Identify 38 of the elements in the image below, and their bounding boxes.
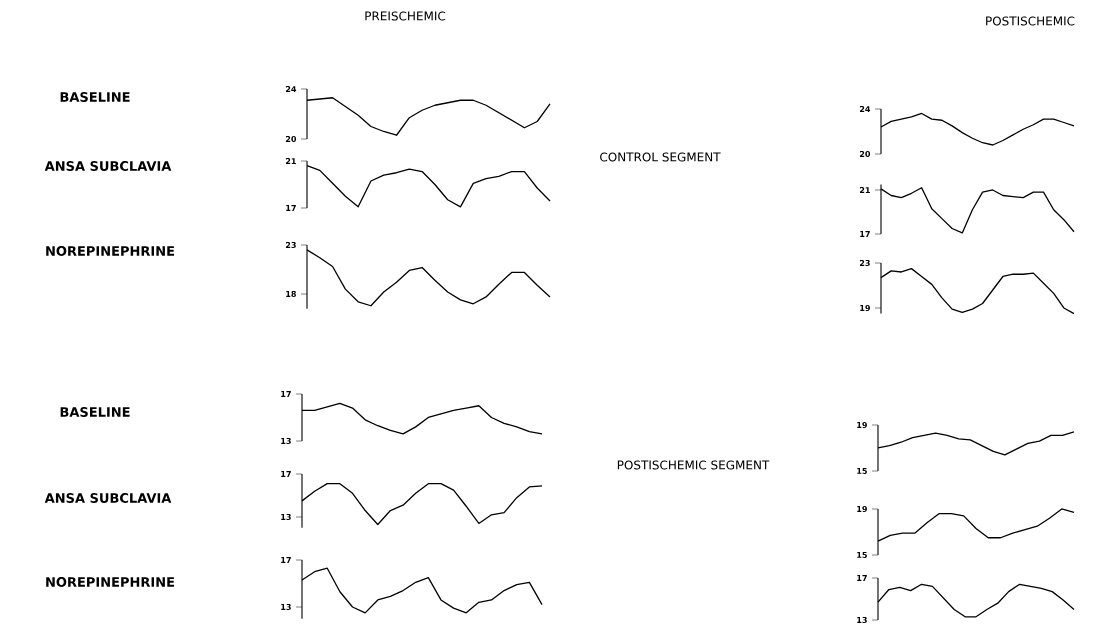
y-axis-title: BASELINE [60, 407, 130, 417]
chart-title: PREISCHEMIC [365, 11, 446, 21]
text: POSTISCHEMIC SEGMENT [617, 460, 770, 470]
y-tick-label: 17 [281, 557, 291, 563]
y-axis-title: NOREPINEPHRINE [46, 246, 175, 256]
y-tick-label: 15 [857, 552, 867, 558]
line-series [880, 267, 1075, 315]
y-axis-title: ANSA SUBCLAVIA [44, 493, 172, 503]
y-tick-label: 23 [859, 259, 870, 267]
y-tick-label: 13 [857, 616, 867, 624]
y-tick-label: 13 [281, 603, 291, 611]
y-tick-label: 19 [857, 421, 867, 428]
y-tick-label: 19 [857, 505, 867, 512]
y-tick-label: 17 [286, 205, 296, 211]
y-tick-label: 24 [285, 86, 297, 92]
y-tick-label: 24 [859, 106, 871, 112]
line-series [306, 249, 551, 307]
y-tick-label: 13 [281, 513, 291, 521]
chart-title: POSTISCHEMIC [986, 16, 1075, 26]
y-tick-label: 17 [857, 575, 867, 581]
y-tick-label: 19 [860, 304, 870, 311]
y-tick-label: 20 [285, 135, 297, 143]
y-tick-label: 20 [859, 150, 871, 158]
y-tick-label: 17 [281, 391, 291, 397]
y-tick-label: 21 [285, 158, 296, 164]
y-tick-label: 17 [281, 471, 291, 477]
y-axis-title: BASELINE [60, 92, 130, 102]
y-axis-title: NOREPINEPHRINE [46, 577, 175, 587]
line-series [880, 187, 1075, 234]
y-tick-label: 23 [285, 241, 296, 249]
y-tick-label: 13 [281, 437, 291, 445]
y-tick-label: 17 [860, 231, 870, 237]
y-tick-label: 15 [857, 468, 867, 474]
text: CONTROL SEGMENT [600, 152, 721, 162]
line-series [306, 165, 551, 208]
y-tick-label: 21 [859, 187, 870, 193]
y-tick-label: 18 [286, 290, 296, 298]
y-axis-title: ANSA SUBCLAVIA [44, 161, 172, 171]
